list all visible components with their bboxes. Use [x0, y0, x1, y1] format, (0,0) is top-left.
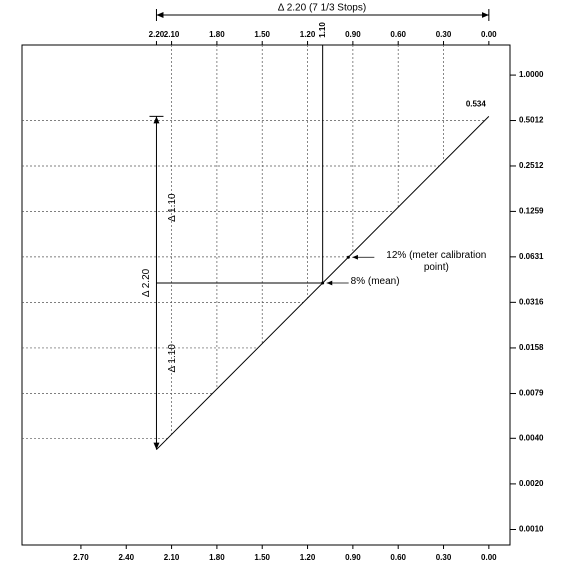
annotation-point — [346, 255, 350, 259]
x-tick-label: 0.00 — [481, 553, 497, 562]
y-tick-label: 0.2512 — [519, 161, 544, 170]
y-tick-label: 0.0040 — [519, 433, 544, 442]
x2-tick-label: 1.50 — [254, 30, 270, 39]
y-tick-label: 0.1259 — [519, 207, 544, 216]
x2-tick-label: 1.20 — [300, 30, 316, 39]
annotation-text: 12% (meter calibration point) — [386, 250, 487, 274]
y-tick-label: 0.5012 — [519, 116, 544, 125]
x2-tick-label: 1.80 — [209, 30, 225, 39]
x-tick-label: 2.70 — [73, 553, 89, 562]
x-tick-label: 1.20 — [300, 553, 316, 562]
annotation-text: 8% (mean) — [350, 276, 400, 287]
x-tick-label: 2.40 — [118, 553, 134, 562]
x2-tick-label: 0.60 — [390, 30, 406, 39]
x-tick-label: 1.80 — [209, 553, 225, 562]
x2-tick-label: 2.20 — [149, 30, 165, 39]
chart-title: Δ 2.20 (7 1/3 Stops) — [278, 3, 366, 14]
plot-frame — [21, 44, 511, 546]
x-tick-label: 1.50 — [254, 553, 270, 562]
y-tick-label: 0.0079 — [519, 389, 544, 398]
x2-marker-label: 1.10 — [318, 22, 327, 38]
y-tick-label: 0.0158 — [519, 343, 544, 352]
x-tick-label: 0.90 — [345, 553, 361, 562]
annotation-box: 8% (mean) — [350, 276, 400, 287]
annotation-box: 12% (meter calibration point) — [386, 250, 487, 274]
x-tick-label: 2.10 — [164, 553, 180, 562]
value-label: 0.534 — [466, 99, 487, 108]
x2-tick-label: 0.90 — [345, 30, 361, 39]
x-tick-label: 0.60 — [390, 553, 406, 562]
span-label: Δ 1.10 — [167, 193, 178, 222]
x2-tick-label: 0.30 — [436, 30, 452, 39]
x2-tick-label: 0.00 — [481, 30, 497, 39]
y-tick-label: 0.0316 — [519, 297, 544, 306]
y-tick-label: 1.0000 — [519, 70, 544, 79]
annotation-point — [321, 281, 325, 285]
x-tick-label: 0.30 — [436, 553, 452, 562]
x2-tick-label: 2.10 — [164, 30, 180, 39]
y-tick-label: 0.0631 — [519, 252, 544, 261]
span-label: Δ 1.10 — [167, 344, 178, 373]
span-label: Δ 2.20 — [141, 268, 152, 297]
y-tick-label: 0.0020 — [519, 479, 544, 488]
y-tick-label: 0.0010 — [519, 525, 544, 534]
